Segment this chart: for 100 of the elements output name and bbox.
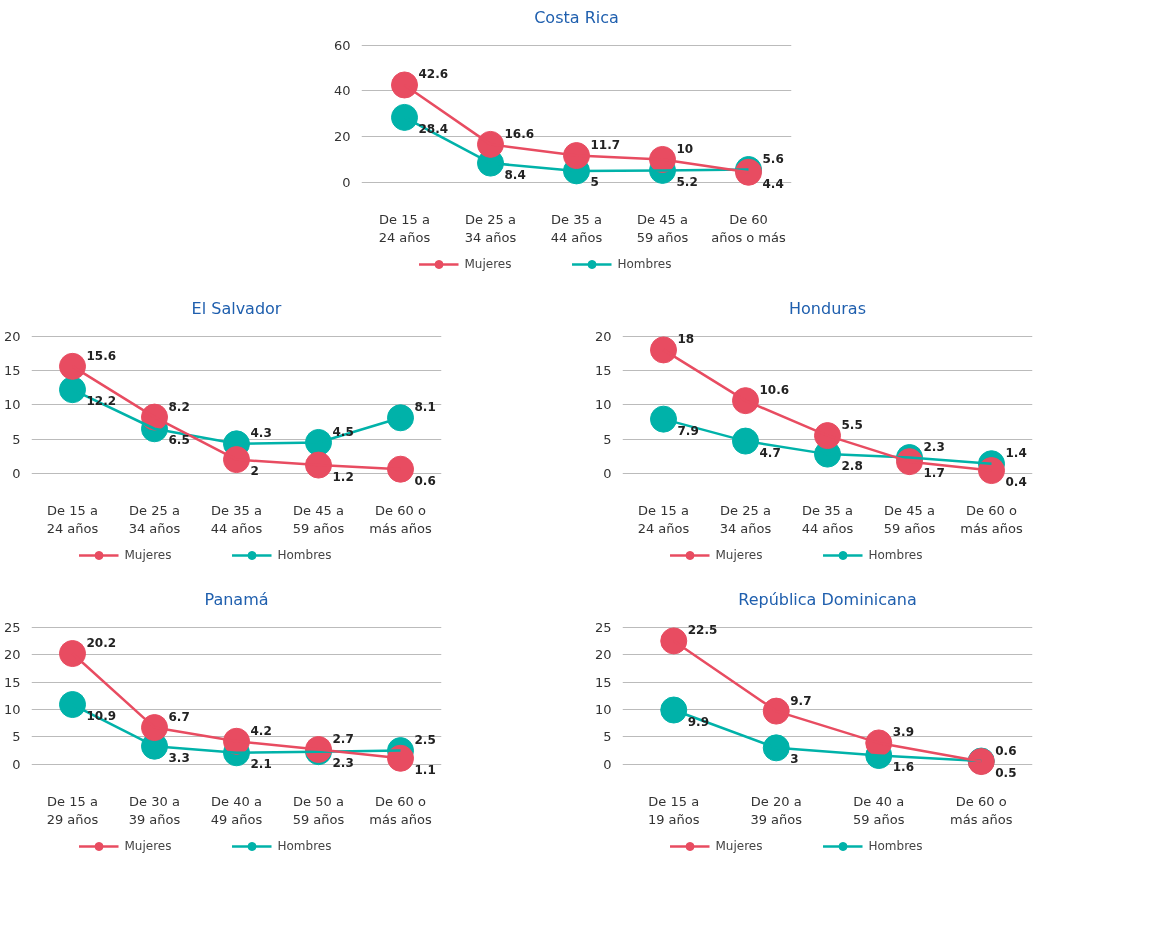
chart-title: Honduras — [789, 298, 866, 318]
data-label: 4.4 — [762, 176, 784, 191]
legend-label: Mujeres — [464, 257, 512, 271]
y-tick-label: 10 — [594, 701, 612, 717]
point — [391, 103, 418, 131]
data-label: 1.1 — [414, 762, 436, 777]
data-label: 0.6 — [414, 473, 436, 488]
point — [660, 627, 688, 655]
data-label: 1.2 — [332, 469, 354, 484]
point — [732, 427, 759, 455]
data-label: 5.6 — [762, 152, 784, 167]
chart-title: Costa Rica — [534, 7, 619, 27]
point — [59, 691, 86, 719]
y-tick-label: 15 — [3, 362, 21, 378]
y-tick-label: 10 — [3, 701, 21, 717]
data-label: 0.4 — [1005, 475, 1027, 490]
data-label: 0.6 — [995, 743, 1017, 758]
y-tick-label: 20 — [3, 328, 21, 344]
data-label: 18 — [677, 332, 695, 347]
y-tick-label: 15 — [594, 362, 612, 378]
data-label: 0.5 — [995, 766, 1017, 781]
point — [762, 734, 790, 762]
y-tick-label: 0 — [12, 465, 21, 481]
data-label: 2.3 — [923, 440, 945, 455]
point — [660, 696, 688, 724]
y-tick-label: 10 — [3, 397, 21, 413]
x-tick-label: De 15 a 24 años — [46, 502, 99, 536]
y-tick-label: 0 — [12, 756, 21, 772]
y-tick-label: 40 — [333, 83, 351, 99]
point — [391, 71, 418, 99]
y-tick-label: 0 — [603, 756, 612, 772]
chart-title: República Dominicana — [738, 589, 917, 609]
legend-label: Hombres — [868, 548, 923, 562]
data-label: 9.7 — [790, 693, 812, 708]
point — [223, 446, 250, 474]
data-label: 2.1 — [250, 757, 272, 772]
x-tick-label: De 35 a 44 años — [801, 502, 854, 536]
y-tick-label: 60 — [333, 37, 351, 53]
data-label: 16.6 — [504, 126, 535, 141]
y-tick-label: 20 — [3, 647, 21, 663]
data-label: 5.2 — [676, 174, 698, 189]
data-label: 2 — [250, 464, 259, 479]
data-label: 42.6 — [418, 67, 449, 82]
y-tick-label: 5 — [12, 431, 21, 447]
data-label: 2.7 — [332, 732, 354, 746]
x-tick-label: De 35 a 44 años — [210, 502, 263, 536]
y-tick-label: 5 — [603, 729, 612, 745]
data-label: 3 — [790, 752, 799, 767]
data-label: 8.1 — [414, 400, 436, 415]
x-tick-label: De 15 a 19 años — [647, 793, 700, 827]
data-label: 11.7 — [590, 138, 621, 153]
data-label: 2.5 — [414, 733, 436, 748]
x-tick-label: De 35 a 44 años — [550, 211, 603, 245]
data-label: 8.4 — [504, 167, 526, 182]
legend-label: Hombres — [277, 548, 332, 562]
legend-label: Hombres — [277, 839, 332, 853]
point — [141, 714, 168, 742]
point — [387, 744, 414, 772]
data-label: 4.7 — [759, 445, 781, 460]
x-tick-label: De 50 a 59 años — [292, 793, 345, 827]
x-tick-label: De 60 o más años — [369, 793, 432, 827]
y-tick-label: 5 — [12, 729, 21, 745]
legend-label: Mujeres — [124, 839, 172, 853]
data-label: 15.6 — [86, 348, 117, 363]
data-label: 1.6 — [892, 760, 915, 775]
point — [387, 404, 414, 432]
y-tick-label: 10 — [594, 397, 612, 413]
point — [650, 336, 677, 364]
data-label: 2.3 — [332, 756, 354, 771]
y-tick-label: 20 — [333, 129, 351, 145]
y-tick-label: 15 — [3, 674, 21, 690]
data-label: 6.5 — [168, 433, 190, 448]
data-label: 10 — [676, 141, 694, 156]
data-label: 22.5 — [687, 623, 718, 638]
point — [59, 640, 86, 668]
data-label: 6.7 — [168, 710, 190, 725]
x-tick-label: De 15 a 24 años — [378, 211, 431, 245]
legend-label: Mujeres — [715, 839, 763, 853]
y-tick-label: 25 — [594, 619, 612, 635]
data-label: 2.8 — [841, 458, 863, 473]
point — [59, 352, 86, 380]
data-label: 8.2 — [168, 399, 190, 414]
data-label: 4.3 — [250, 426, 272, 441]
y-tick-label: 0 — [342, 174, 351, 190]
x-tick-label: De 15 a 29 años — [46, 793, 99, 827]
data-label: 7.9 — [677, 423, 699, 438]
data-label: 1.7 — [923, 466, 945, 481]
point — [762, 697, 790, 725]
chart-title: El Salvador — [191, 298, 282, 318]
data-label: 3.9 — [892, 725, 915, 740]
x-tick-label: De 25 a 34 años — [464, 211, 517, 245]
x-tick-label: De 60 años o más — [711, 211, 786, 245]
point — [978, 457, 1005, 485]
data-label: 10.6 — [759, 383, 790, 398]
x-tick-label: De 60 o más años — [369, 502, 432, 536]
point — [650, 405, 677, 433]
x-tick-label: De 60 o más años — [950, 793, 1013, 827]
legend-label: Mujeres — [124, 548, 172, 562]
x-tick-label: De 45 a 59 años — [883, 502, 936, 536]
y-tick-label: 15 — [594, 674, 612, 690]
